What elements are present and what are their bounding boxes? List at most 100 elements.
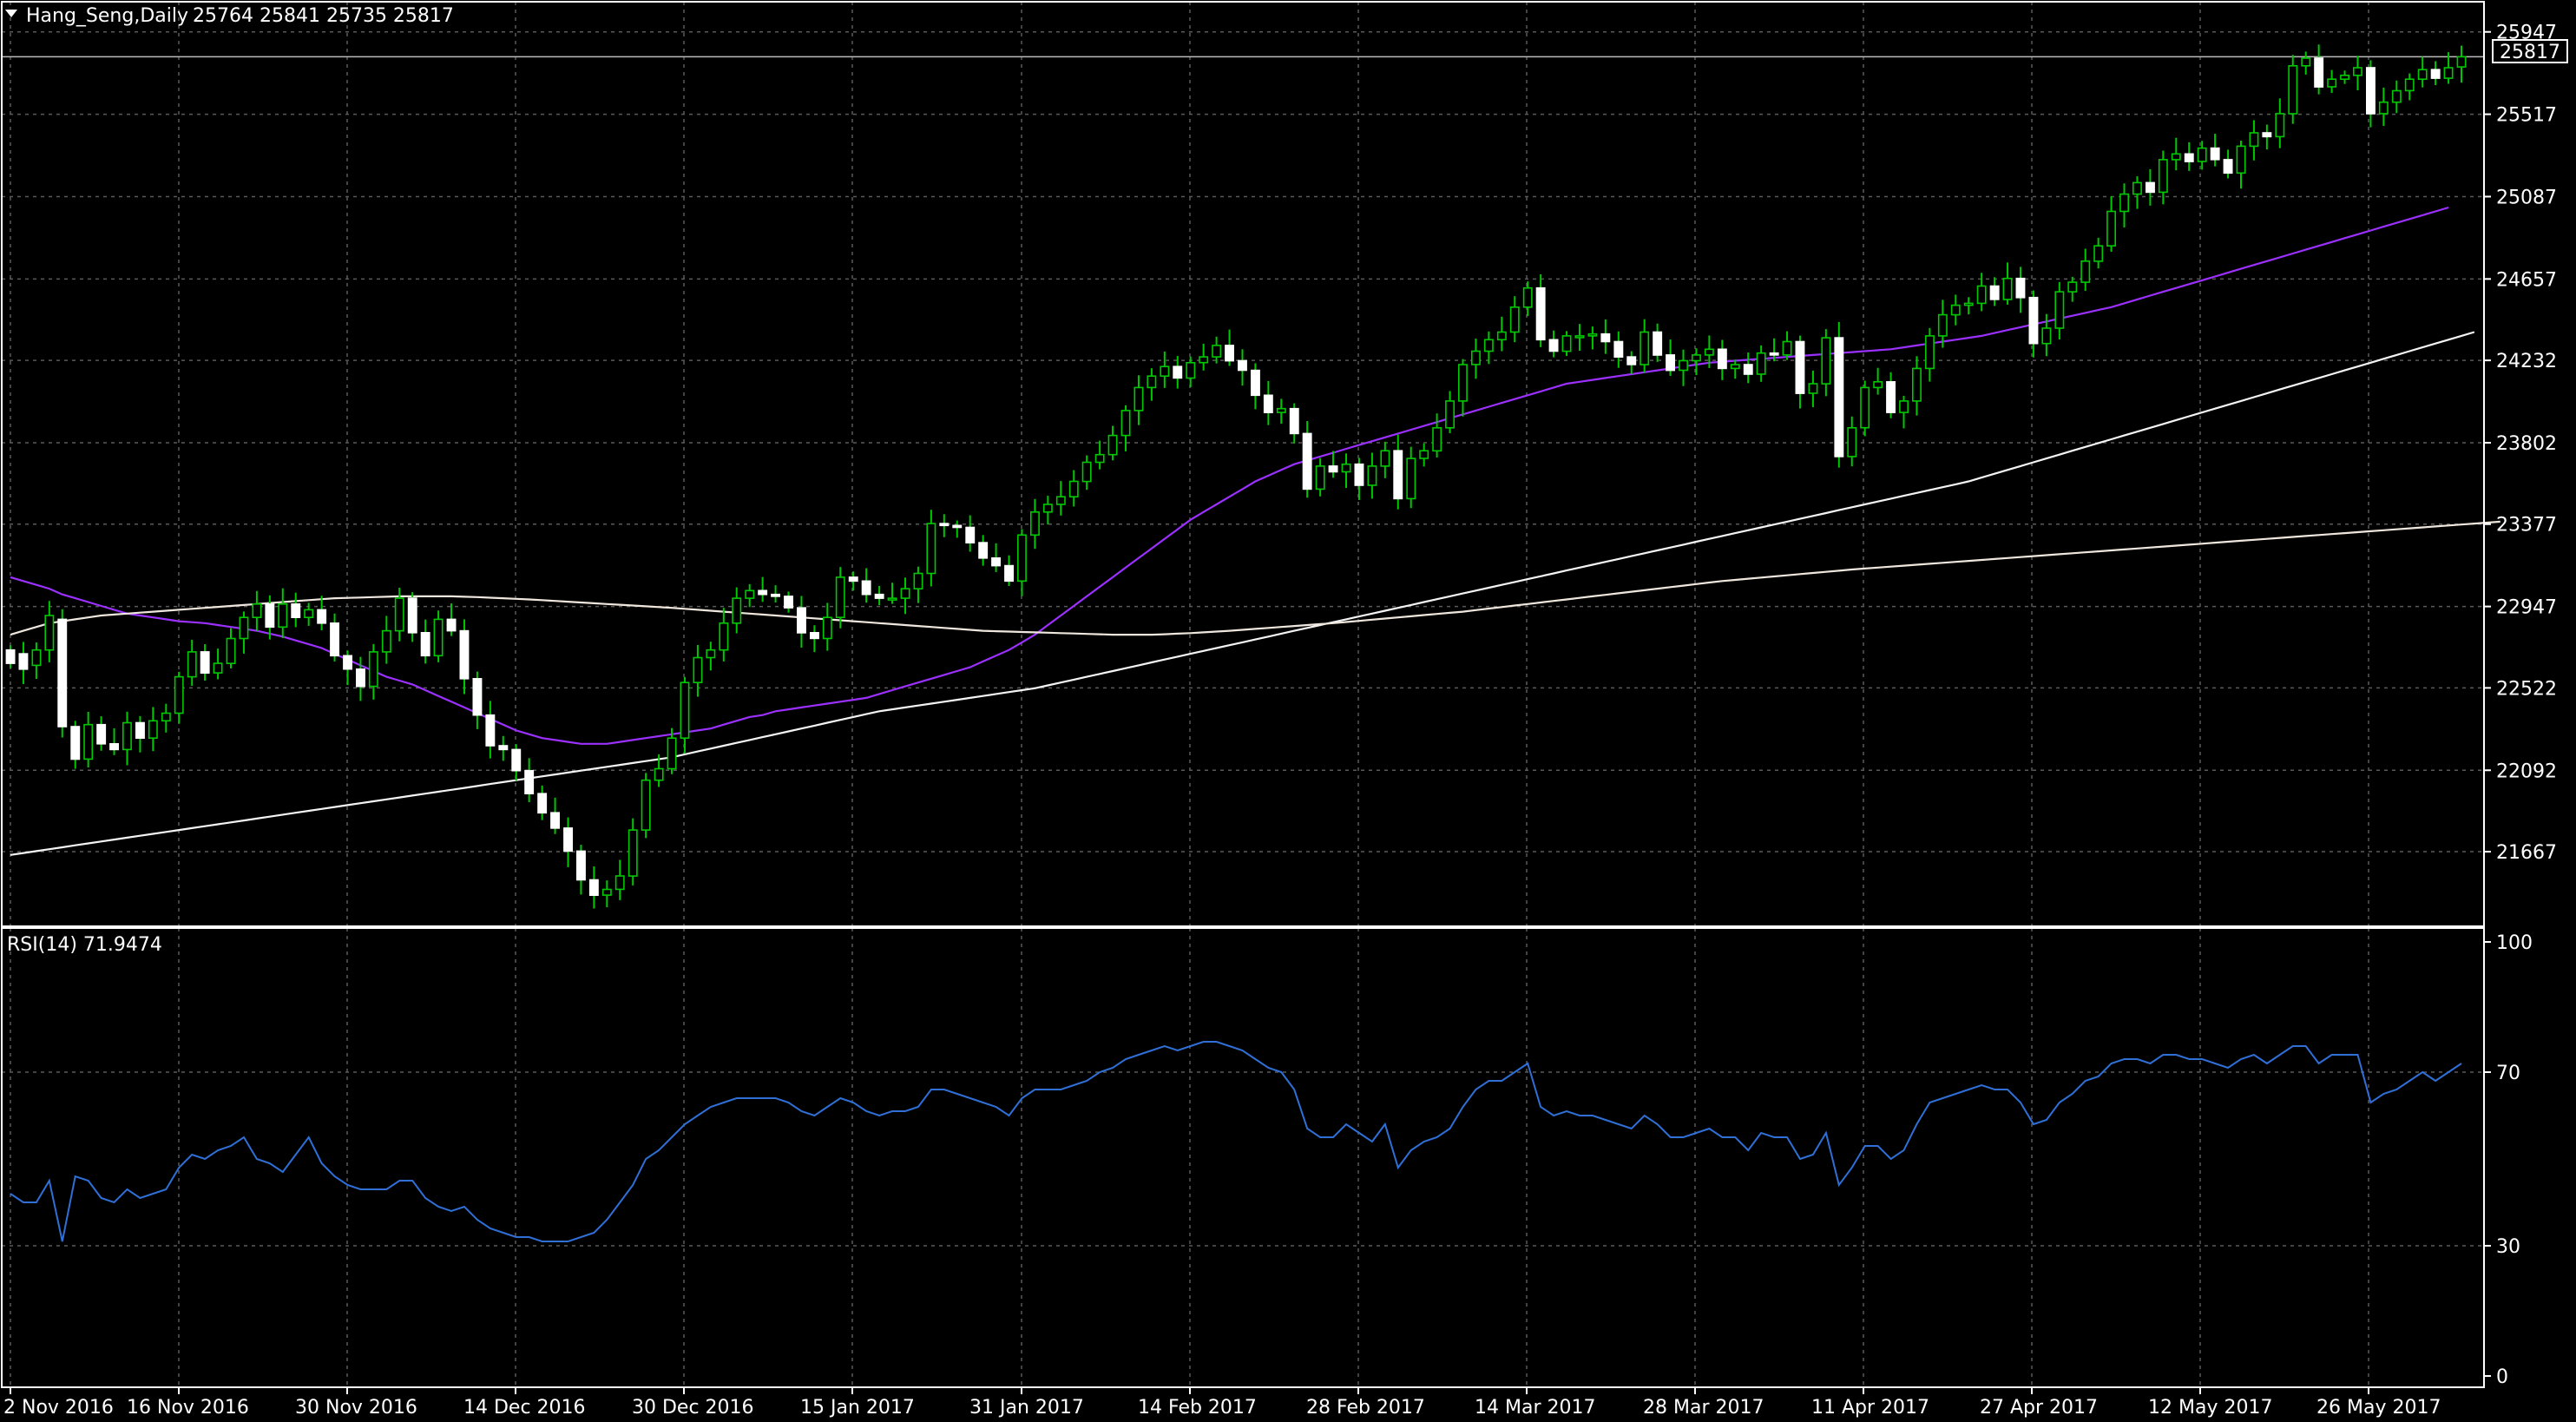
candle-bull (2106, 210, 2116, 247)
candle-bear (965, 526, 976, 544)
candle-bull (2353, 67, 2362, 76)
candle-bull (745, 589, 755, 599)
time-tick-label: 16 Nov 2016 (127, 1397, 249, 1419)
time-tick-label: 31 Jan 2017 (969, 1397, 1084, 1419)
candle-bull (900, 588, 910, 599)
candle-bull (368, 651, 378, 688)
rsi-tick-label: 0 (2496, 1366, 2508, 1388)
candle-bull (1341, 463, 1351, 473)
candle-bull (1432, 426, 1442, 452)
price-tick-label: 25517 (2496, 105, 2557, 127)
candle-bear (1989, 285, 2000, 300)
collapse-triangle-icon[interactable] (5, 10, 17, 17)
candle-bull (1756, 352, 1766, 375)
candle-bull (887, 597, 897, 601)
candle-bear (758, 589, 768, 596)
candle-bull (148, 720, 158, 739)
candle-bull (1496, 331, 1507, 341)
candle-bull (1367, 465, 1377, 486)
candle-bull (1587, 332, 1598, 337)
candle-bull (1782, 340, 1792, 356)
candle-bull (822, 616, 832, 640)
candle-bear (485, 714, 496, 747)
main-pane-frame (1, 1, 2485, 927)
candle-bull (1017, 534, 1027, 583)
price-tick-label: 25087 (2496, 188, 2557, 209)
time-tick-label: 14 Feb 2017 (1138, 1397, 1257, 1419)
candle-bull (1847, 426, 1857, 458)
candle-bull (252, 602, 262, 618)
candle-bear (109, 742, 120, 751)
candle-bull (2378, 101, 2389, 115)
candle-bull (1912, 367, 1922, 402)
candle-bull (1134, 386, 1144, 411)
candle-bear (1251, 369, 1260, 397)
candle-bear (2210, 147, 2220, 161)
price-tick-label: 21667 (2496, 842, 2557, 864)
time-tick-label: 26 May 2017 (2316, 1397, 2441, 1419)
price-tick-label: 23802 (2496, 433, 2557, 455)
rsi-indicator (10, 1041, 2462, 1242)
rsi-tick-label: 70 (2496, 1063, 2520, 1084)
candle-bull (1406, 458, 1416, 500)
candle-bull (2132, 181, 2142, 195)
candle-bull (1963, 302, 1974, 306)
candle-bull (1055, 496, 1066, 505)
candle-bear (472, 677, 483, 716)
candle-bear (978, 542, 989, 559)
candle-bull (1730, 364, 1740, 370)
time-tick-label: 14 Mar 2017 (1475, 1397, 1595, 1419)
candle-bear (1886, 380, 1896, 413)
candle-bull (2119, 193, 2129, 213)
candle-bear (317, 609, 327, 624)
candle-bear (1004, 564, 1015, 583)
candle-bear (291, 602, 301, 618)
candle-bull (1120, 410, 1131, 437)
candle-bear (2223, 159, 2233, 174)
candle-bear (1225, 345, 1235, 362)
candle-bear (861, 580, 871, 596)
candle-bull (1042, 504, 1053, 513)
moving-averages (10, 206, 2500, 856)
candle-bear (420, 631, 430, 657)
candle-bull (2171, 153, 2181, 161)
candle-bull (161, 712, 171, 722)
candle-bear (1769, 352, 1779, 356)
candle-bull (1212, 345, 1222, 358)
candle-bull (1860, 386, 1870, 429)
candle-bear (1626, 356, 1637, 365)
ohlc-readout: 25764 25841 25735 25817 (193, 5, 454, 27)
candle-bull (1522, 286, 1533, 308)
candle-bull (1808, 383, 1818, 394)
candle-bear (848, 576, 858, 583)
candle-bear (2430, 69, 2441, 79)
candle-bull (2093, 245, 2104, 262)
candle-bull (1873, 380, 1883, 389)
candle-bull (1471, 350, 1481, 365)
candle-bull (628, 829, 638, 877)
candle-bear (550, 812, 561, 829)
candle-bull (1147, 375, 1157, 389)
candle-bear (343, 655, 352, 670)
candle-bear (563, 827, 574, 853)
candle-bear (1666, 354, 1676, 372)
candle-bull (2340, 75, 2349, 81)
price-tick-label: 24657 (2496, 269, 2557, 291)
ma-line-1 (10, 206, 2449, 745)
candle-bull (2041, 327, 2052, 345)
candle-bull (1068, 480, 1079, 498)
candle-bull (693, 656, 703, 684)
candle-bear (1834, 337, 1844, 458)
time-tick-label: 15 Jan 2017 (800, 1397, 915, 1419)
candle-bull (381, 629, 391, 653)
candle-bull (1315, 465, 1325, 490)
candle-bull (835, 576, 845, 619)
candle-bear (2262, 132, 2272, 138)
rsi-pane-frame (1, 927, 2485, 1388)
candle-bull (213, 662, 223, 674)
candle-bull (1276, 407, 1286, 413)
candle-bull (667, 737, 677, 770)
symbol-label: Hang_Seng,Daily (26, 5, 188, 27)
candle-bear (1795, 340, 1805, 394)
